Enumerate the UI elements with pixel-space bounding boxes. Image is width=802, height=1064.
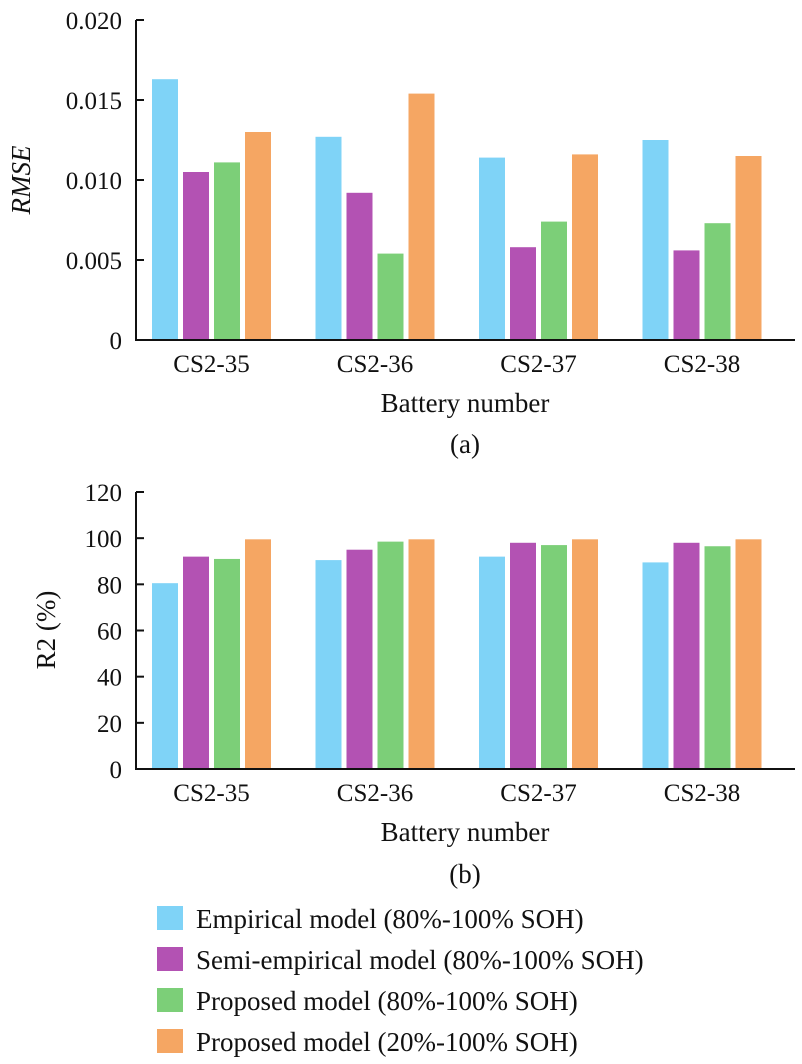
x-axis-label-a: Battery number <box>381 388 550 418</box>
bar-b-cs2-38-empirical <box>642 562 669 769</box>
x-ticks-a: CS2-35 CS2-36 CS2-37 CS2-38 <box>173 351 740 378</box>
panel-label-a: (a) <box>450 429 480 459</box>
legend-label-proposed-80: Proposed model (80%-100% SOH) <box>196 986 578 1016</box>
legend-swatch-proposed-20 <box>157 1029 183 1053</box>
axes-a <box>135 20 795 341</box>
bar-a-cs2-38-proposed-80 <box>704 223 731 340</box>
chart-panel-a: 0 0.005 0.010 0.015 0.020 CS2-35 CS2-36 CS2-37… <box>6 8 795 459</box>
x-axis-label-b: Battery number <box>381 817 550 847</box>
legend-swatch-empirical <box>157 906 183 930</box>
y-axis-label-b: R2 (%) <box>31 591 61 670</box>
bar-a-cs2-36-empirical <box>315 136 342 340</box>
axes-b <box>135 492 795 770</box>
bar-a-cs2-37-semi-empirical <box>510 247 536 340</box>
bar-b-cs2-35-proposed-20 <box>245 539 271 769</box>
y-tick-label-b: 40 <box>97 665 122 692</box>
y-tick-label-a: 0.015 <box>66 88 122 115</box>
bar-b-cs2-38-proposed-20 <box>735 539 762 769</box>
bars-a <box>152 79 762 340</box>
bar-b-cs2-36-empirical <box>315 560 342 769</box>
y-axis-label-a: RMSE <box>6 145 36 215</box>
bar-b-cs2-36-semi-empirical <box>346 549 373 769</box>
x-ticks-b: CS2-35 CS2-36 CS2-37 CS2-38 <box>173 780 740 807</box>
legend-label-empirical: Empirical model (80%-100% SOH) <box>196 904 584 934</box>
legend-label-proposed-20: Proposed model (20%-100% SOH) <box>196 1027 578 1057</box>
chart-panel-b: 0 20 40 60 80 100 120 CS2-35 CS2-36 CS2-37 CS2-38… <box>31 480 795 889</box>
y-tick-label-a: 0.020 <box>66 8 122 35</box>
bar-b-cs2-37-proposed-80 <box>541 545 567 769</box>
bar-a-cs2-37-empirical <box>479 157 505 340</box>
y-ticks-a: 0 0.005 0.010 0.015 0.020 <box>66 8 144 355</box>
bar-a-cs2-36-proposed-80 <box>377 253 404 340</box>
y-tick-label-a: 0.010 <box>66 168 122 195</box>
legend-label-semi-empirical: Semi-empirical model (80%-100% SOH) <box>196 945 644 975</box>
bar-b-cs2-35-semi-empirical <box>183 556 209 769</box>
bar-b-cs2-35-empirical <box>152 583 178 769</box>
bar-b-cs2-36-proposed-80 <box>377 541 404 769</box>
x-tick-label-a-cs2-37: CS2-37 <box>500 351 576 378</box>
bar-b-cs2-37-semi-empirical <box>510 542 536 769</box>
bar-a-cs2-36-semi-empirical <box>346 192 373 340</box>
x-tick-label-a-cs2-38: CS2-38 <box>664 351 740 378</box>
bar-b-cs2-38-proposed-80 <box>704 546 731 769</box>
x-tick-label-b-cs2-38: CS2-38 <box>664 780 740 807</box>
bar-b-cs2-37-proposed-20 <box>572 539 598 769</box>
x-tick-label-b-cs2-35: CS2-35 <box>173 780 249 807</box>
bar-b-cs2-38-semi-empirical <box>673 542 700 769</box>
bar-b-cs2-37-empirical <box>479 556 505 769</box>
y-tick-label-b: 60 <box>97 619 122 646</box>
bar-b-cs2-36-proposed-20 <box>408 539 435 769</box>
bar-a-cs2-37-proposed-80 <box>541 221 567 340</box>
bar-a-cs2-36-proposed-20 <box>408 93 435 340</box>
legend-swatch-proposed-80 <box>157 988 183 1012</box>
y-tick-label-b: 80 <box>97 572 122 599</box>
y-ticks-b: 0 20 40 60 80 100 120 <box>85 480 144 784</box>
y-tick-label-b: 0 <box>110 757 123 784</box>
y-tick-label-a: 0.005 <box>66 248 122 275</box>
bar-a-cs2-35-semi-empirical <box>183 172 209 340</box>
y-tick-label-b: 100 <box>85 526 123 553</box>
bar-a-cs2-38-empirical <box>642 140 669 340</box>
x-tick-label-b-cs2-37: CS2-37 <box>500 780 576 807</box>
bar-a-cs2-35-empirical <box>152 79 178 340</box>
bar-a-cs2-37-proposed-20 <box>572 154 598 340</box>
y-tick-label-b: 120 <box>85 480 123 507</box>
bar-b-cs2-35-proposed-80 <box>214 558 240 769</box>
legend-swatch-semi-empirical <box>157 947 183 971</box>
panel-label-b: (b) <box>449 859 480 889</box>
x-tick-label-a-cs2-35: CS2-35 <box>173 351 249 378</box>
legend: Empirical model (80%-100% SOH) Semi-empi… <box>157 904 644 1057</box>
bars-b <box>152 539 762 769</box>
y-tick-label-a: 0 <box>110 328 123 355</box>
x-tick-label-b-cs2-36: CS2-36 <box>337 780 413 807</box>
y-tick-label-b: 20 <box>97 711 122 738</box>
bar-a-cs2-38-semi-empirical <box>673 250 700 340</box>
bar-a-cs2-35-proposed-80 <box>214 162 240 340</box>
x-tick-label-a-cs2-36: CS2-36 <box>337 351 413 378</box>
bar-a-cs2-35-proposed-20 <box>245 132 271 340</box>
bar-a-cs2-38-proposed-20 <box>735 156 762 340</box>
